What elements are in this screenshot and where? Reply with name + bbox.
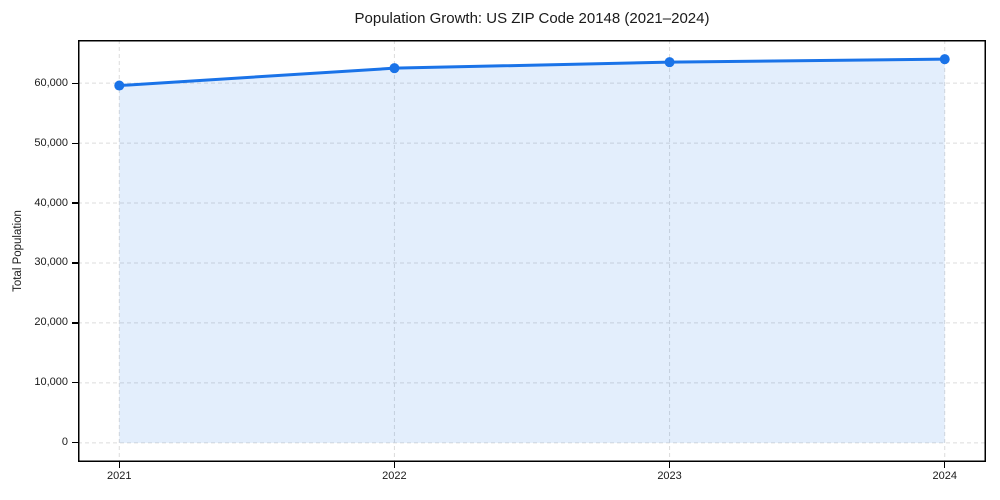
x-tick-mark <box>118 462 120 468</box>
y-axis-title: Total Population <box>12 210 24 292</box>
chart-svg <box>78 40 986 462</box>
area-fill <box>119 59 945 443</box>
y-tick-label: 20,000 <box>34 316 68 329</box>
data-point-2023 <box>664 57 675 68</box>
y-tick-mark <box>72 202 78 204</box>
y-tick-mark <box>72 442 78 444</box>
data-point-2022 <box>389 63 400 74</box>
x-tick-label: 2023 <box>657 470 682 482</box>
y-tick-label: 10,000 <box>34 376 68 389</box>
x-tick-label: 2022 <box>382 470 407 482</box>
data-line <box>117 57 947 88</box>
x-tick-label: 2021 <box>107 470 132 482</box>
plot-border <box>78 40 986 462</box>
y-tick-mark <box>72 262 78 264</box>
x-tick-mark <box>668 462 671 468</box>
y-tick-label: 60,000 <box>34 76 68 89</box>
data-point-2021 <box>114 80 125 91</box>
chart-title: Population Growth: US ZIP Code 20148 (20… <box>354 10 710 27</box>
plot-area <box>78 40 986 462</box>
y-tick-mark <box>72 382 78 384</box>
y-tick-mark <box>72 82 78 84</box>
y-tick-label: 40,000 <box>34 196 68 209</box>
y-tick-mark <box>72 142 78 144</box>
data-point-2024 <box>939 54 950 65</box>
y-tick-mark <box>72 322 78 324</box>
y-tick-label: 30,000 <box>34 256 68 269</box>
y-tick-label: 0 <box>61 436 68 449</box>
x-tick-mark <box>393 462 395 468</box>
x-tick-label: 2024 <box>932 470 957 482</box>
x-tick-mark <box>944 462 946 468</box>
y-tick-label: 50,000 <box>34 136 68 149</box>
